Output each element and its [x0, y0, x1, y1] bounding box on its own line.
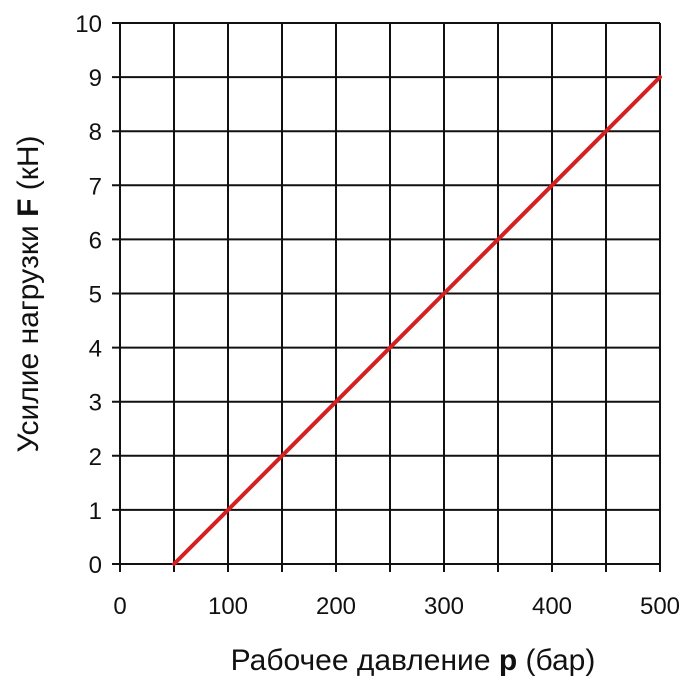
series-layer	[172, 75, 662, 566]
x-tick-label: 200	[316, 593, 356, 620]
series-line	[172, 75, 662, 566]
y-tick-labels: 0 1 2 3 4 5 6 7 8 9 10	[75, 11, 102, 579]
y-tick-label: 6	[89, 227, 102, 254]
y-tick-label: 1	[89, 498, 102, 525]
x-tick-label: 100	[208, 593, 248, 620]
y-tick-label: 10	[75, 11, 102, 38]
y-tick-label: 9	[89, 65, 102, 92]
grid	[112, 22, 661, 572]
y-axis-label: Усилие нагрузки F (кН)	[12, 135, 45, 452]
y-tick-label: 8	[89, 119, 102, 146]
x-axis-label: Рабочее давление p (бар)	[231, 644, 596, 677]
x-tick-labels: 0 100 200 300 400 500	[113, 593, 680, 620]
x-tick-label: 300	[424, 593, 464, 620]
y-tick-label: 2	[89, 444, 102, 471]
y-tick-label: 5	[89, 282, 102, 309]
y-tick-label: 7	[89, 173, 102, 200]
x-tick-label: 500	[640, 593, 680, 620]
x-tick-label: 0	[113, 593, 126, 620]
y-tick-label: 0	[89, 552, 102, 579]
y-tick-label: 4	[89, 336, 102, 363]
y-tick-label: 3	[89, 390, 102, 417]
x-tick-label: 400	[532, 593, 572, 620]
